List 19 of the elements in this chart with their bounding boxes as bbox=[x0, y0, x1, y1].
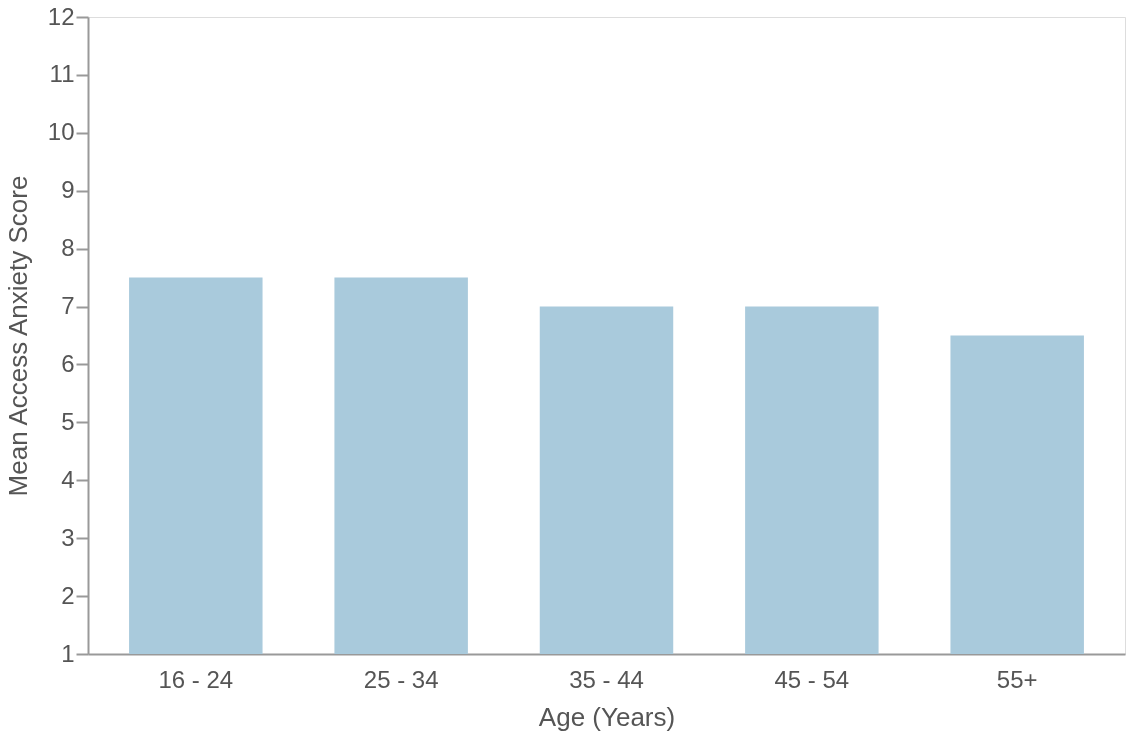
y-tick-label: 9 bbox=[61, 176, 75, 204]
x-tick-label: 16 - 24 bbox=[158, 665, 234, 693]
x-tick-label: 55+ bbox=[996, 665, 1038, 693]
x-tick-label: 25 - 34 bbox=[363, 665, 439, 693]
y-tick-label: 11 bbox=[49, 60, 75, 88]
y-tick-label: 10 bbox=[47, 118, 75, 146]
y-tick-label: 5 bbox=[61, 407, 75, 435]
y-tick-label: 12 bbox=[47, 2, 75, 30]
y-tick-label: 2 bbox=[61, 581, 75, 609]
y-tick-label: 1 bbox=[61, 639, 75, 667]
x-tick-label: 35 - 44 bbox=[569, 665, 644, 693]
x-tick-label: 45 - 54 bbox=[774, 665, 850, 693]
x-axis-title: Age (Years) bbox=[538, 701, 676, 732]
y-tick-label: 4 bbox=[61, 465, 75, 493]
y-tick-label: 7 bbox=[61, 292, 75, 320]
y-tick-label: 3 bbox=[61, 523, 75, 551]
y-tick-label: 6 bbox=[61, 349, 75, 377]
y-axis-title: Mean Access Anxiety Score bbox=[2, 175, 33, 497]
y-tick-label: 8 bbox=[61, 234, 75, 262]
